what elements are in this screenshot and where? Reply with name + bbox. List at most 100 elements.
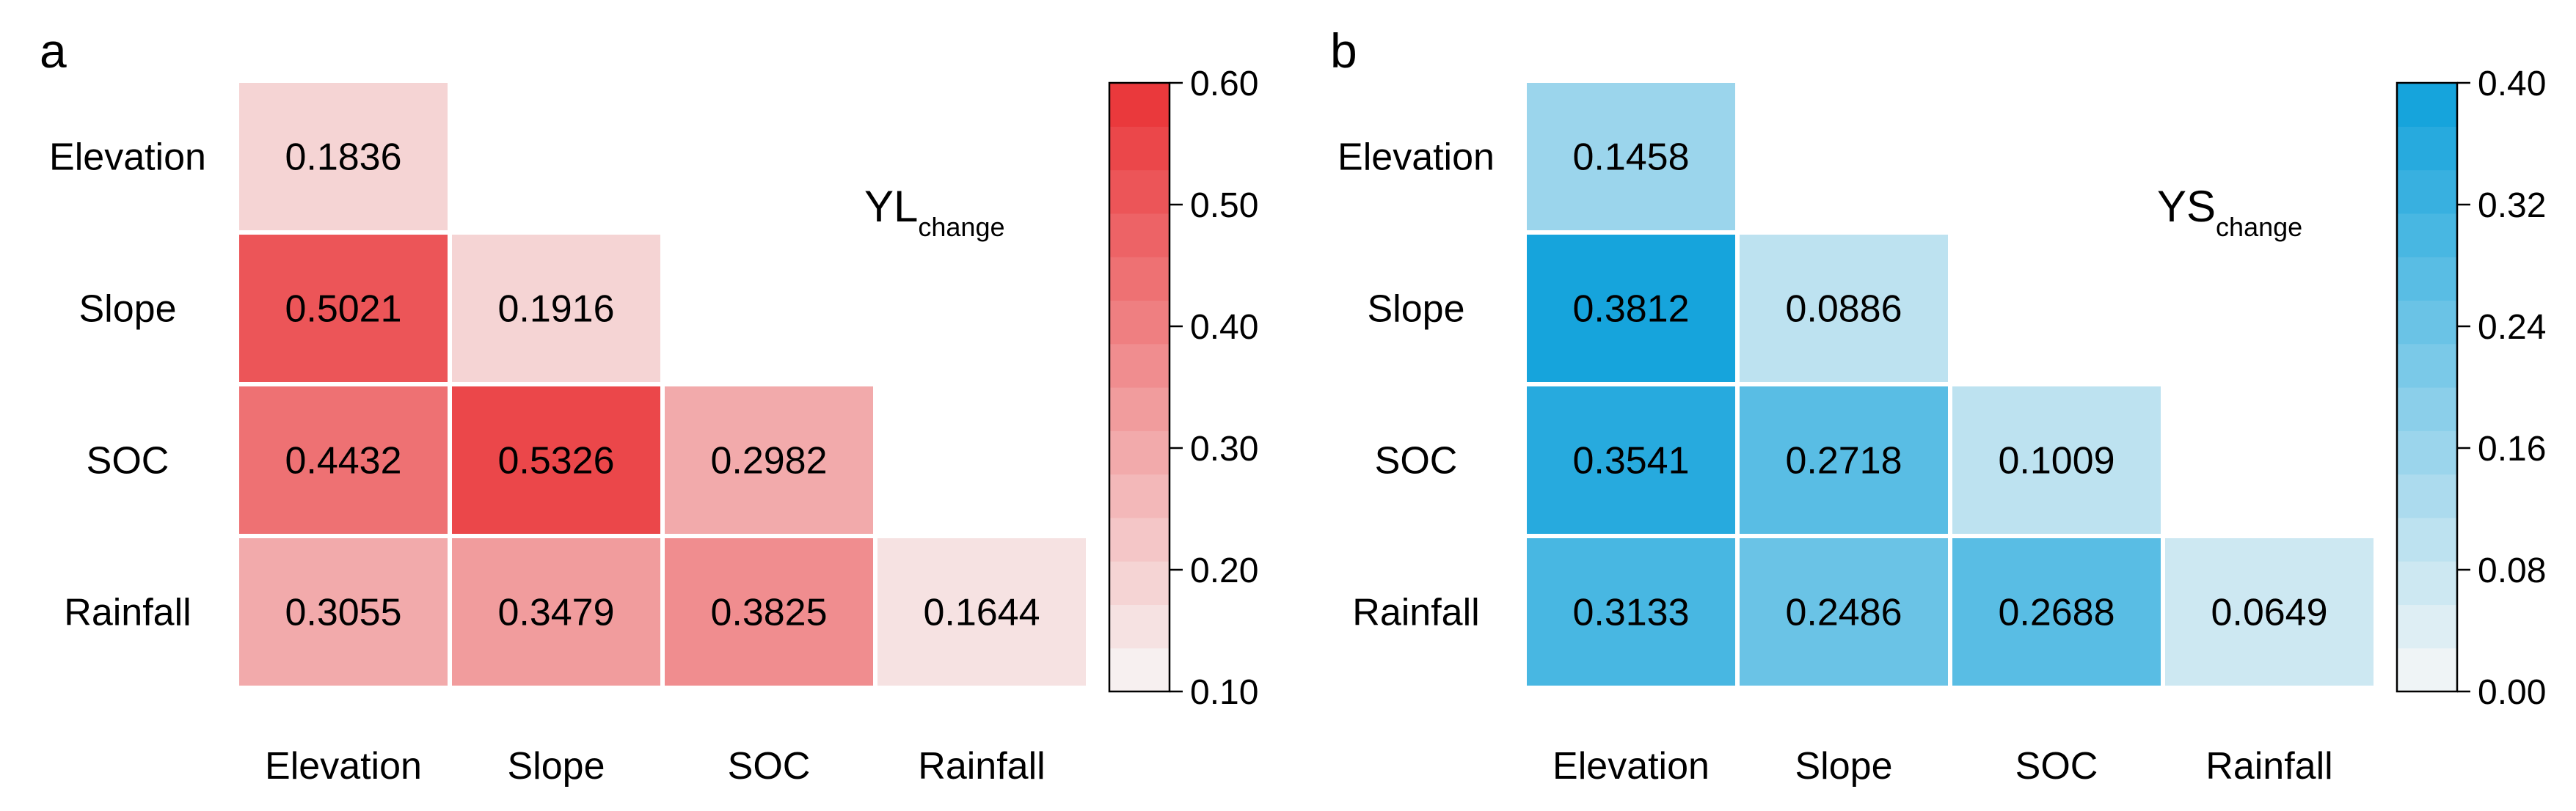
cell-value-label: 0.4432: [285, 440, 401, 482]
column-label: Elevation: [265, 745, 422, 788]
row-label: SOC: [1375, 440, 1458, 482]
heatmap-cell: [1952, 386, 2161, 534]
colorbar-step: [1109, 300, 1170, 345]
heatmap-cell: [1740, 235, 1948, 382]
column-label: Elevation: [1552, 745, 1710, 788]
column-label: Slope: [508, 745, 605, 788]
colorbar-step: [1109, 517, 1170, 562]
colorbar-step: [2397, 126, 2457, 171]
colorbar-tick-label: 0.20: [1190, 551, 1258, 590]
colorbar-step: [1109, 213, 1170, 257]
heatmap-cell: [452, 235, 660, 382]
heatmap-cell: [1527, 83, 1735, 230]
cell-value-label: 0.3812: [1572, 288, 1689, 331]
colorbar-step: [2397, 343, 2457, 388]
cell-value-label: 0.3541: [1572, 440, 1689, 482]
panel-letter: a: [40, 23, 67, 78]
cell-value-label: 0.5021: [285, 288, 401, 331]
colorbar-step: [1109, 647, 1170, 692]
colorbar-step: [1109, 169, 1170, 214]
cell-value-label: 0.3133: [1572, 592, 1689, 634]
colorbar-step: [1109, 387, 1170, 431]
heatmap-cell: [239, 83, 448, 230]
indicator-subscript: change: [2216, 212, 2302, 242]
heatmap-cell: [665, 386, 873, 534]
cell-value-label: 0.1458: [1572, 136, 1689, 179]
column-label: Rainfall: [918, 745, 1045, 788]
cell-value-label: 0.3479: [497, 592, 614, 634]
colorbar-tick-label: 0.00: [2478, 673, 2546, 712]
colorbar-step: [2397, 387, 2457, 431]
colorbar-tick-label: 0.60: [1190, 65, 1258, 103]
heatmap-cell: [665, 538, 873, 686]
heatmap-cell: [239, 386, 448, 534]
cell-value-label: 0.0886: [1785, 288, 1902, 331]
indicator-name: YS: [2157, 182, 2216, 231]
indicator-title: YLchange: [864, 182, 1005, 242]
heatmap-cell: [2165, 538, 2374, 686]
indicator-name: YL: [864, 182, 918, 231]
cell-value-label: 0.2982: [710, 440, 827, 482]
cell-value-label: 0.1836: [285, 136, 401, 179]
heatmap-cell: [239, 235, 448, 382]
cell-value-label: 0.3055: [285, 592, 401, 634]
colorbar-tick-label: 0.16: [2478, 430, 2546, 469]
cell-value-label: 0.5326: [497, 440, 614, 482]
cell-value-label: 0.3825: [710, 592, 827, 634]
colorbar-step: [1109, 83, 1170, 127]
row-label: SOC: [87, 440, 169, 482]
colorbar-step: [2397, 647, 2457, 692]
colorbar-tick-label: 0.24: [2478, 308, 2546, 347]
heatmap-cell: [452, 538, 660, 686]
row-label: Rainfall: [1352, 592, 1479, 634]
cell-value-label: 0.2718: [1785, 440, 1902, 482]
colorbar-frame: [2396, 81, 2459, 693]
column-label: Rainfall: [2205, 745, 2332, 788]
heatmap-panel-a: a 0.1836 0.5021 0.1916 0.4432 0.5326 0.2982 0.3…: [40, 23, 1258, 788]
cell-value-label: 0.2688: [1998, 592, 2115, 634]
colorbar-step: [1109, 343, 1170, 388]
heatmap-panel-b: b 0.1458 0.3812 0.0886 0.3541 0.2718 0.1009 0.3…: [1330, 23, 2546, 788]
colorbar-step: [1109, 257, 1170, 301]
colorbar-tick-label: 0.50: [1190, 186, 1258, 225]
colorbar-step: [1109, 430, 1170, 475]
indicator-title: YSchange: [2157, 182, 2302, 242]
column-label: Slope: [1795, 745, 1893, 788]
colorbar-step: [2397, 213, 2457, 257]
colorbar-step: [1109, 126, 1170, 171]
colorbar-tick-label: 0.30: [1190, 430, 1258, 469]
heatmap-cell: [1527, 386, 1735, 534]
colorbar-step: [2397, 604, 2457, 649]
heatmap-cell: [239, 538, 448, 686]
colorbar-frame: [1108, 81, 1171, 693]
heatmap-cell: [1740, 386, 1948, 534]
heatmap-cell: [877, 538, 1086, 686]
heatmap-cell: [1740, 538, 1948, 686]
colorbar-tick-label: 0.32: [2478, 186, 2546, 225]
column-label: SOC: [728, 745, 811, 788]
row-label: Elevation: [1338, 136, 1495, 179]
cell-value-label: 0.1009: [1998, 440, 2115, 482]
colorbar-step: [1109, 561, 1170, 606]
colorbar-tick-label: 0.08: [2478, 551, 2546, 590]
colorbar-step: [2397, 561, 2457, 606]
colorbar-step: [2397, 169, 2457, 214]
colorbar-step: [2397, 300, 2457, 345]
heatmap-cell: [1527, 235, 1735, 382]
row-label: Slope: [1368, 288, 1465, 331]
cell-value-label: 0.1644: [923, 592, 1040, 634]
row-label: Elevation: [49, 136, 206, 179]
cell-value-label: 0.0649: [2211, 592, 2327, 634]
colorbar-step: [2397, 83, 2457, 127]
colorbar-tick-label: 0.40: [2478, 65, 2546, 103]
heatmap-cell: [1952, 538, 2161, 686]
heatmap-cell: [1527, 538, 1735, 686]
row-label: Slope: [79, 288, 177, 331]
cell-value-label: 0.2486: [1785, 592, 1902, 634]
colorbar-step: [1109, 604, 1170, 649]
colorbar-tick-label: 0.10: [1190, 673, 1258, 712]
colorbar-step: [2397, 517, 2457, 562]
heatmap-cell: [452, 386, 660, 534]
colorbar-step: [2397, 430, 2457, 475]
